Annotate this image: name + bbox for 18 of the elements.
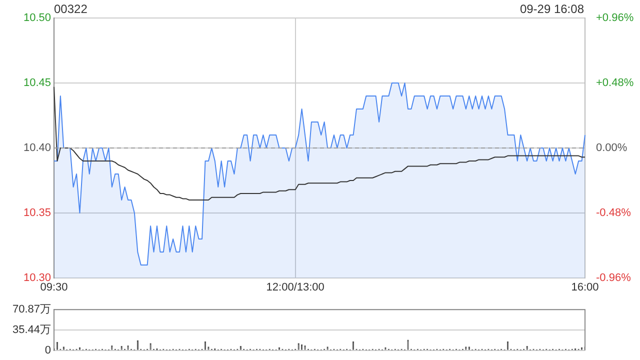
y-tick-label: 10.45	[23, 77, 51, 90]
y2-tick-label: -0.96%	[596, 272, 632, 284]
y2-tick-label: +0.48%	[596, 77, 634, 90]
x-tick-label: 16:00	[571, 282, 599, 294]
y-tick-label: 0	[44, 344, 51, 356]
y-tick-label: 10.30	[23, 272, 51, 284]
y-tick-label: 35.44万	[12, 324, 51, 336]
y-tick-label: 70.87万	[12, 304, 51, 316]
y-tick-label: 10.50	[23, 12, 51, 24]
x-tick-label: 12:00/13:00	[266, 282, 324, 294]
chart-title: 00322	[54, 2, 88, 16]
y2-tick-label: 0.00%	[596, 142, 628, 154]
x-tick-label: 09:30	[40, 282, 68, 294]
y2-tick-label: +0.96%	[596, 12, 634, 24]
y-tick-label: 10.40	[23, 142, 51, 154]
chart-subtitle: 09-29 16:08	[520, 2, 584, 16]
y-tick-label: 10.35	[23, 207, 51, 220]
y2-tick-label: -0.48%	[596, 207, 632, 220]
